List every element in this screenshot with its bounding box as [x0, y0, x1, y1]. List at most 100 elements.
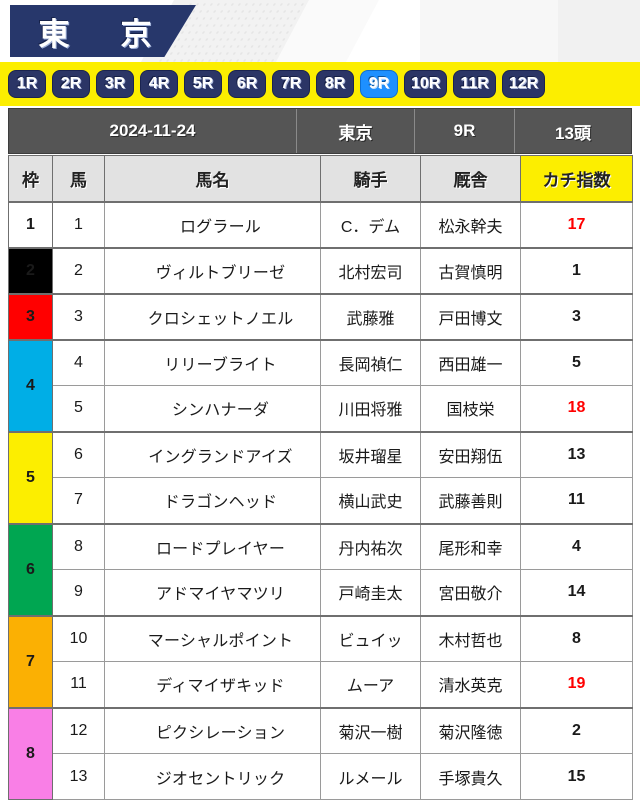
horse-number-cell: 13: [52, 753, 105, 800]
kachi-index-cell: 8: [520, 614, 633, 662]
race-tab-11r[interactable]: 11R: [453, 70, 496, 98]
kachi-index-cell: 11: [520, 477, 633, 524]
jockey-cell: 長岡禎仁: [320, 338, 421, 386]
kachi-index-cell: 4: [520, 522, 633, 570]
race-venue: 東京: [297, 109, 415, 153]
waku-cell: 4: [8, 338, 53, 432]
column-header-name: 馬名: [104, 155, 321, 202]
table-row[interactable]: 5 6 イングランドアイズ 坂井瑠星 安田翔伍 13: [8, 430, 633, 524]
stable-cell: 宮田敬介: [420, 569, 521, 616]
waku-cell: 6: [8, 522, 53, 616]
column-header-stable: 厩舎: [420, 155, 521, 202]
table-body: 1 1 ログラール C．デム 松永幹夫 17 2 2 ヴィルトブリーゼ 北村宏司 古賀慎明 1 3 3 クロ…: [8, 200, 633, 800]
horse-number-cell: 10: [52, 614, 105, 662]
stable-cell: 安田翔伍: [420, 430, 521, 478]
race-tab-4r[interactable]: 4R: [140, 70, 178, 98]
jockey-cell: 武藤雅: [320, 292, 421, 340]
venue-banner: 東 京: [10, 5, 196, 57]
kachi-index-cell: 2: [520, 706, 633, 754]
kachi-index-cell: 3: [520, 292, 633, 340]
horse-number-cell: 9: [52, 569, 105, 616]
waku-cell: 2: [8, 246, 53, 294]
waku-cell: 5: [8, 430, 53, 524]
jockey-cell: 川田将雅: [320, 385, 421, 432]
stable-cell: 木村哲也: [420, 614, 521, 662]
column-header-waku: 枠: [8, 155, 53, 202]
horse-name-cell: クロシェットノエル: [104, 292, 321, 340]
stable-cell: 戸田博文: [420, 292, 521, 340]
column-header-kachi-index: カチ指数: [520, 155, 633, 202]
column-header-jockey: 騎手: [320, 155, 421, 202]
table-row[interactable]: 5 シンハナーダ 川田将雅 国枝栄 18: [9, 385, 633, 432]
table-row[interactable]: 11 ディマイザキッド ムーア 清水英克 19: [9, 661, 633, 708]
race-tab-1r[interactable]: 1R: [8, 70, 46, 98]
horse-name-cell: リリーブライト: [104, 338, 321, 386]
race-tab-8r[interactable]: 8R: [316, 70, 354, 98]
race-tab-12r[interactable]: 12R: [501, 70, 546, 98]
table-header-row: 枠 馬 馬名 騎手 厩舎 カチ指数: [8, 155, 633, 202]
stable-cell: 清水英克: [420, 661, 521, 708]
race-tab-9r[interactable]: 9R: [360, 70, 398, 98]
stable-cell: 手塚貴久: [420, 753, 521, 800]
table-row[interactable]: 4 4 リリーブライト 長岡禎仁 西田雄一 5: [8, 338, 633, 432]
kachi-index-cell: 18: [520, 385, 633, 432]
jockey-cell: 戸崎圭太: [320, 569, 421, 616]
kachi-index-cell: 17: [520, 200, 633, 248]
stable-cell: 西田雄一: [420, 338, 521, 386]
horse-number-cell: 11: [52, 661, 105, 708]
waku-cell: 1: [8, 200, 53, 248]
horse-name-cell: ディマイザキッド: [104, 661, 321, 708]
race-tab-2r[interactable]: 2R: [52, 70, 90, 98]
background-band-far-right: [558, 0, 640, 62]
horse-name-cell: イングランドアイズ: [104, 430, 321, 478]
table-row[interactable]: 7 10 マーシャルポイント ビュイッ 木村哲也 8: [8, 614, 633, 708]
horse-name-cell: ドラゴンヘッド: [104, 477, 321, 524]
jockey-cell: C．デム: [320, 200, 421, 248]
jockey-cell: ルメール: [320, 753, 421, 800]
venue-name: 東 京: [38, 16, 162, 52]
table-row[interactable]: 2 2 ヴィルトブリーゼ 北村宏司 古賀慎明 1: [8, 246, 633, 294]
jockey-cell: ビュイッ: [320, 614, 421, 662]
horse-number-cell: 6: [52, 430, 105, 478]
stable-cell: 松永幹夫: [420, 200, 521, 248]
stable-cell: 尾形和幸: [420, 522, 521, 570]
waku-cell: 7: [8, 614, 53, 708]
jockey-cell: 坂井瑠星: [320, 430, 421, 478]
jockey-cell: 丹内祐次: [320, 522, 421, 570]
horse-name-cell: マーシャルポイント: [104, 614, 321, 662]
table-row[interactable]: 1 1 ログラール C．デム 松永幹夫 17: [8, 200, 633, 248]
race-tab-3r[interactable]: 3R: [96, 70, 134, 98]
horse-number-cell: 1: [52, 200, 105, 248]
horse-name-cell: ピクシレーション: [104, 706, 321, 754]
table-row[interactable]: 13 ジオセントリック ルメール 手塚貴久 15: [9, 753, 633, 800]
kachi-index-cell: 1: [520, 246, 633, 294]
race-number-tabs: 1R 2R 3R 4R 5R 6R 7R 8R 9R 10R 11R 12R: [0, 62, 640, 106]
race-number: 9R: [415, 109, 515, 153]
waku-cell: 8: [8, 706, 53, 800]
stable-cell: 国枝栄: [420, 385, 521, 432]
race-info-bar: 2024-11-24 東京 9R 13頭: [8, 108, 632, 154]
kachi-index-cell: 14: [520, 569, 633, 616]
horse-number-cell: 8: [52, 522, 105, 570]
jockey-cell: 菊沢一樹: [320, 706, 421, 754]
jockey-cell: 北村宏司: [320, 246, 421, 294]
table-row[interactable]: 7 ドラゴンヘッド 横山武史 武藤善則 11: [9, 477, 633, 524]
table-row[interactable]: 9 アドマイヤマツリ 戸崎圭太 宮田敬介 14: [9, 569, 633, 616]
kachi-index-cell: 13: [520, 430, 633, 478]
race-tab-7r[interactable]: 7R: [272, 70, 310, 98]
table-row[interactable]: 3 3 クロシェットノエル 武藤雅 戸田博文 3: [8, 292, 633, 340]
horse-name-cell: アドマイヤマツリ: [104, 569, 321, 616]
horse-name-cell: ログラール: [104, 200, 321, 248]
table-row[interactable]: 8 12 ピクシレーション 菊沢一樹 菊沢隆徳 2: [8, 706, 633, 800]
race-tab-5r[interactable]: 5R: [184, 70, 222, 98]
kachi-index-cell: 5: [520, 338, 633, 386]
race-tab-6r[interactable]: 6R: [228, 70, 266, 98]
horse-number-cell: 7: [52, 477, 105, 524]
horse-name-cell: ヴィルトブリーゼ: [104, 246, 321, 294]
horse-number-cell: 3: [52, 292, 105, 340]
race-tab-10r[interactable]: 10R: [404, 70, 448, 98]
stable-cell: 菊沢隆徳: [420, 706, 521, 754]
race-head-count: 13頭: [555, 123, 591, 143]
table-row[interactable]: 6 8 ロードプレイヤー 丹内祐次 尾形和幸 4: [8, 522, 633, 616]
